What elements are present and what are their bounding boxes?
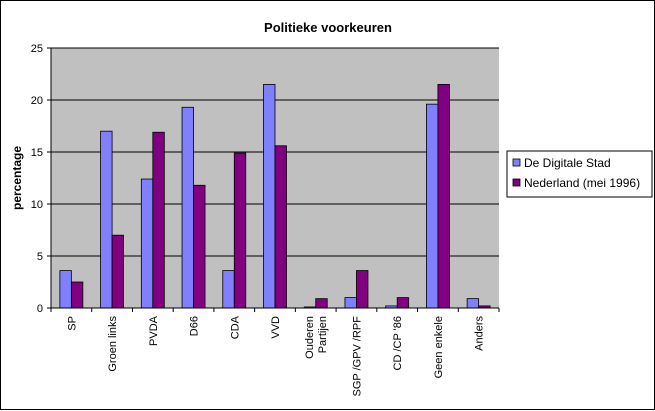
bar xyxy=(466,298,480,309)
legend: De Digitale Stad Nederland (mei 1996) xyxy=(506,150,653,198)
chart-title: Politieke voorkeuren xyxy=(264,20,392,35)
x-tick-label: SP xyxy=(66,316,78,331)
y-tick-label: 15 xyxy=(31,147,43,159)
x-tick-label: Anders xyxy=(474,316,486,351)
y-tick-label: 20 xyxy=(31,95,43,107)
bar xyxy=(181,106,194,309)
bar xyxy=(59,270,72,309)
legend-label: Nederland (mei 1996) xyxy=(524,176,640,190)
y-tick-label: 0 xyxy=(37,303,43,315)
bar xyxy=(356,270,369,309)
y-tick-label: 5 xyxy=(37,251,43,263)
bar xyxy=(100,130,113,309)
bar xyxy=(193,184,206,309)
bar xyxy=(437,84,450,309)
bar xyxy=(222,270,235,309)
bar xyxy=(233,152,247,309)
x-tick-label: Ouderen xyxy=(304,316,316,359)
bar xyxy=(315,298,328,309)
bar xyxy=(426,103,439,309)
bar xyxy=(152,131,165,309)
x-tick-label: D66 xyxy=(189,316,201,336)
bar xyxy=(344,297,357,309)
x-tick-label: Partijen xyxy=(317,316,329,353)
axes xyxy=(50,48,499,309)
bar xyxy=(111,234,124,309)
y-tick-label: 10 xyxy=(31,199,43,211)
legend-swatch xyxy=(512,158,521,167)
bar xyxy=(274,145,287,309)
x-axis-ticks: SP Groen links PVDA D66 CDA VVD Ouderen Partije… xyxy=(50,308,500,397)
x-tick-label: Groen links xyxy=(107,316,119,372)
y-axis-label: percentage xyxy=(10,146,24,210)
bar xyxy=(140,178,154,309)
x-tick-label: SGP /GPV /RPF xyxy=(351,316,363,397)
x-tick-label: CD /CP '86 xyxy=(392,316,404,370)
y-tick-label: 25 xyxy=(31,43,43,55)
x-tick-label: Geen enkele xyxy=(433,316,445,378)
bar xyxy=(70,281,84,309)
x-tick-label: PVDA xyxy=(148,315,160,346)
bar xyxy=(396,297,410,309)
legend-box xyxy=(506,150,653,198)
legend-swatch xyxy=(512,178,521,187)
y-axis-ticks: 0 5 10 15 20 25 xyxy=(31,43,51,315)
bar xyxy=(263,84,276,309)
x-tick-label: VVD xyxy=(270,316,282,339)
x-tick-label: CDA xyxy=(229,315,241,339)
legend-label: De Digitale Stad xyxy=(524,156,611,170)
